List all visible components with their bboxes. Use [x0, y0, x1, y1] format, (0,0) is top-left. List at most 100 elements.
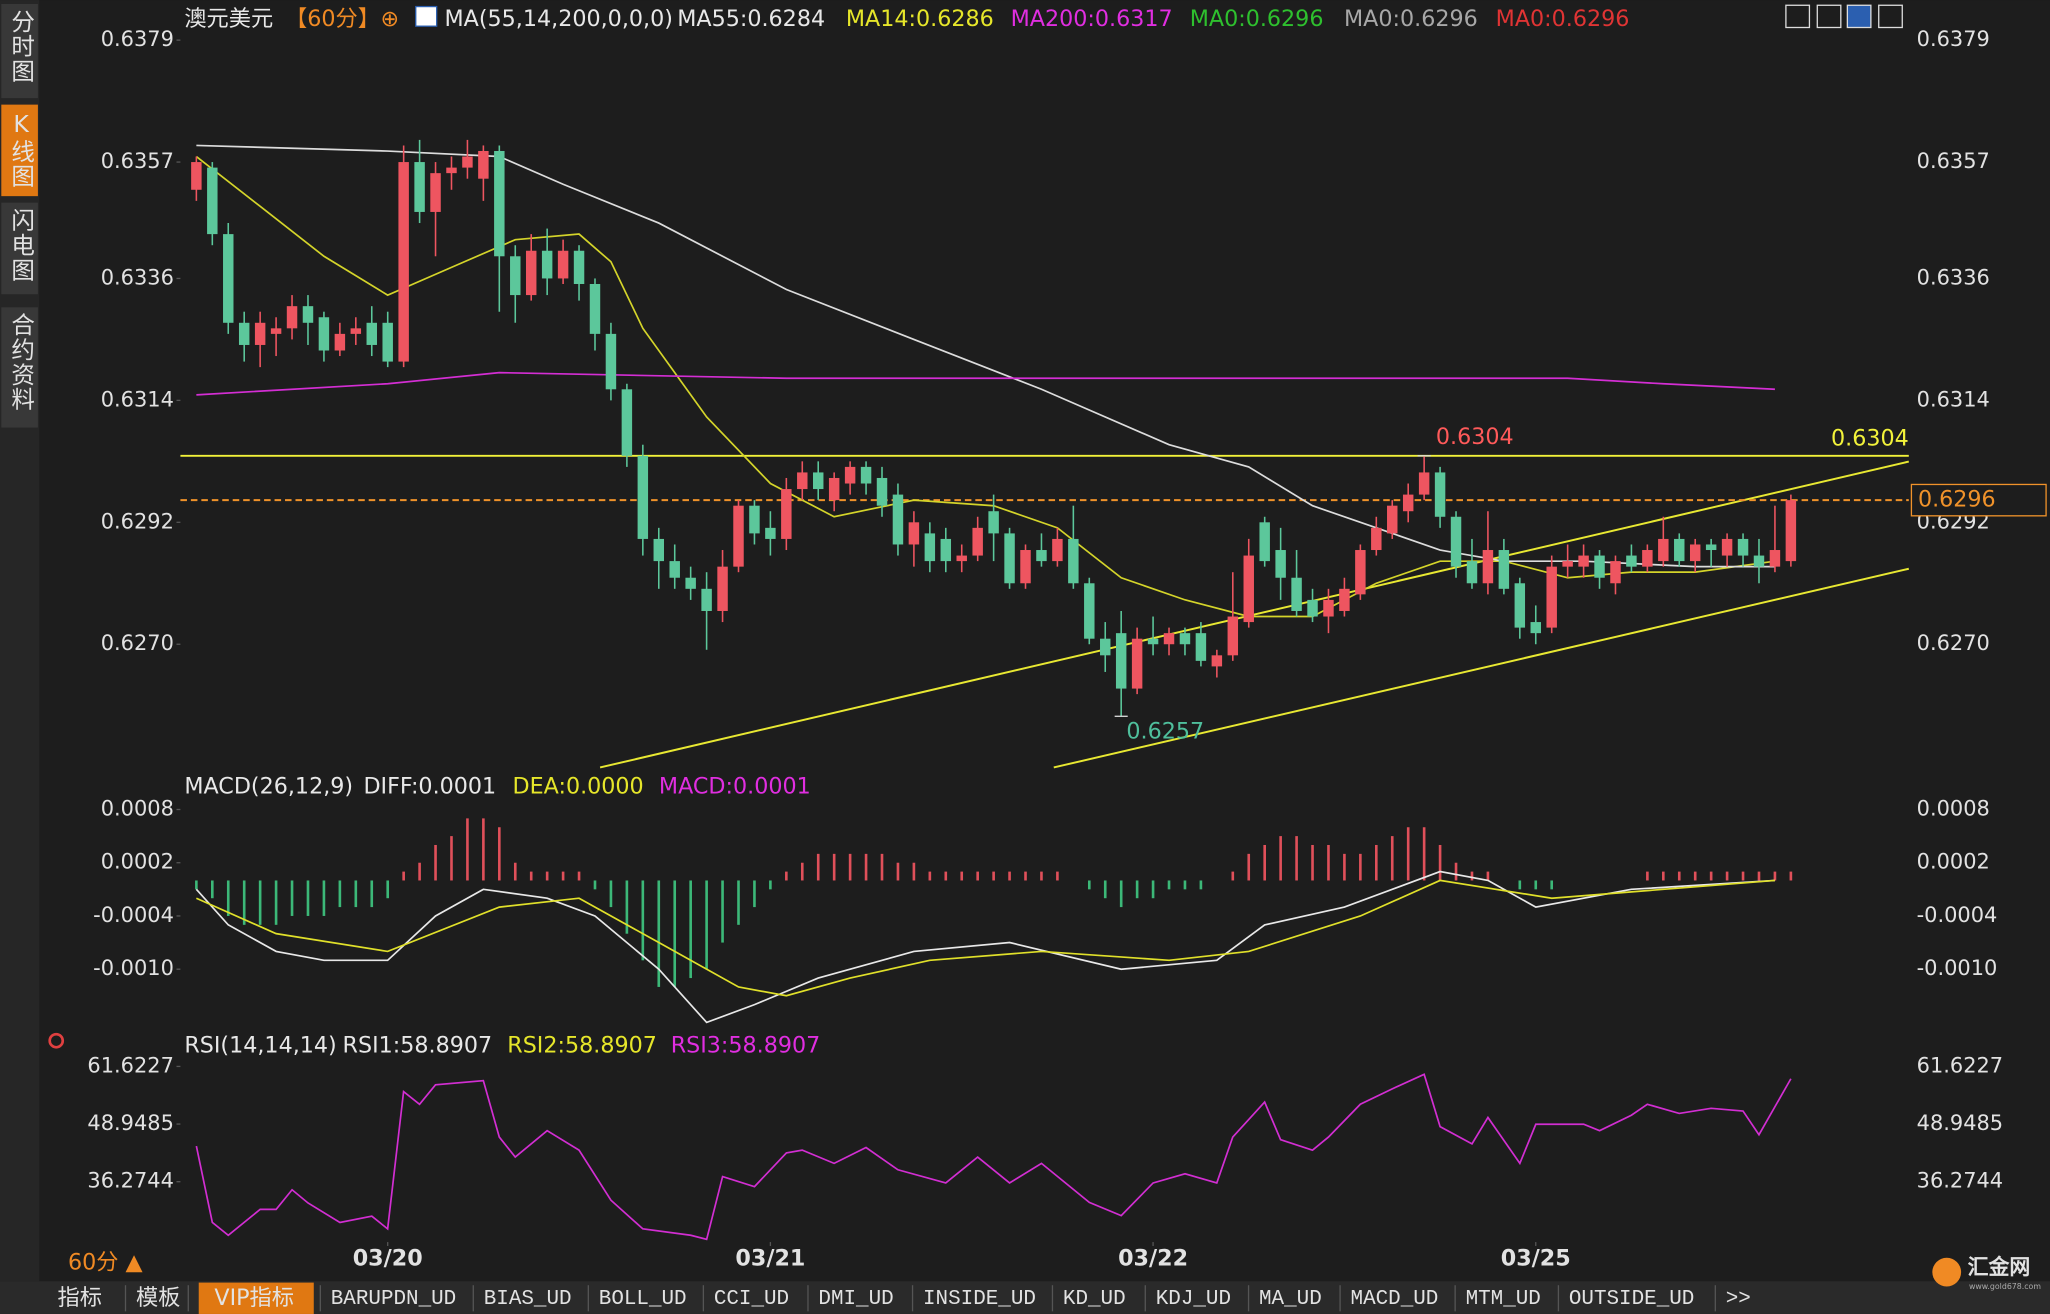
candle-body — [844, 466, 856, 484]
candle-body — [1466, 561, 1478, 584]
macd-bar — [800, 862, 804, 881]
candle-body — [525, 250, 537, 296]
sidebar-tab-label[interactable]: 合约资料 — [7, 312, 35, 412]
macd-bar — [1183, 880, 1187, 890]
macd-bar — [322, 880, 326, 916]
candle-body — [1115, 633, 1127, 689]
bottom-tab[interactable]: MACD_UD — [1351, 1288, 1439, 1311]
bottom-tab[interactable]: BOLL_UD — [599, 1288, 687, 1311]
macd-bar — [418, 862, 421, 881]
candle-body — [207, 167, 218, 235]
macd-bar — [258, 880, 262, 925]
indicator-icon — [48, 1032, 65, 1049]
candle-body — [398, 162, 409, 362]
bottom-tab[interactable]: MTM_UD — [1466, 1288, 1541, 1311]
y-tick-label-right: 0.6336 — [1917, 265, 1990, 289]
bottom-tab[interactable]: CCI_UD — [714, 1288, 789, 1311]
sidebar-tab[interactable] — [1, 104, 38, 197]
indicator-header: DIFF:0.0001 — [363, 774, 496, 800]
y-tick-label: 0.6336 — [101, 265, 174, 289]
macd-bar — [1008, 871, 1011, 881]
tool-icon[interactable] — [1785, 4, 1811, 29]
bottom-tab[interactable]: OUTSIDE_UD — [1569, 1288, 1694, 1311]
price-box — [1910, 483, 2047, 517]
macd-bar — [976, 871, 979, 881]
candle-body — [1068, 538, 1079, 584]
macd-bar — [545, 871, 549, 881]
macd-bar — [1422, 827, 1426, 881]
candle-body — [1084, 583, 1095, 639]
extreme-label: 0.6257 — [1126, 718, 1204, 744]
bottom-tab[interactable]: MA_UD — [1259, 1288, 1322, 1311]
macd-bar — [721, 880, 724, 943]
active-tab[interactable] — [198, 1282, 314, 1314]
candle-body — [430, 173, 441, 212]
sidebar-tab[interactable] — [1, 307, 38, 428]
y-tick-label: 0.6314 — [101, 387, 174, 411]
candle-body — [1674, 538, 1685, 562]
macd-bar — [1040, 871, 1043, 881]
y-tick-label-right: -0.0004 — [1917, 903, 1998, 927]
candle-body — [812, 472, 824, 490]
bottom-tab[interactable]: VIP指标 — [214, 1285, 294, 1311]
macd-bar — [354, 880, 358, 908]
level-label: 0.6304 — [1831, 425, 1909, 451]
macd-bar — [1119, 880, 1123, 908]
timeframe-label[interactable]: 60分 ▲ — [68, 1249, 144, 1275]
indicator-header: MA55:0.6284 — [677, 6, 825, 32]
candle-body — [940, 538, 952, 562]
y-tick-label-right: 48.9485 — [1917, 1111, 2003, 1135]
candle-body — [749, 505, 760, 534]
macd-bar — [992, 871, 995, 881]
sidebar-tab-label[interactable]: 闪电图 — [7, 208, 35, 283]
macd-bar — [848, 853, 852, 881]
bottom-tab[interactable]: >> — [1726, 1288, 1751, 1311]
candle-body — [270, 328, 282, 334]
sidebar-tab[interactable] — [1, 3, 38, 99]
candle-body — [1179, 633, 1191, 645]
candle-body — [1562, 561, 1573, 567]
sidebar-tab-label[interactable]: K线图 — [7, 110, 35, 189]
toolbar-icons[interactable] — [1785, 4, 1903, 29]
candle-body — [685, 577, 696, 589]
macd-bar — [689, 880, 692, 979]
indicator-header: MA(55,14,200,0,0,0) — [445, 6, 673, 32]
indicator-header: RSI(14,14,14) — [184, 1032, 336, 1058]
sidebar-tab[interactable] — [1, 202, 38, 295]
candle-body — [1498, 550, 1510, 589]
bottom-tab[interactable]: 模板 — [136, 1285, 180, 1311]
bottom-tab[interactable]: INSIDE_UD — [923, 1288, 1036, 1311]
macd-bar — [290, 880, 294, 916]
y-tick-label-right: 0.6270 — [1917, 631, 1990, 655]
candle-body — [1052, 538, 1063, 562]
bottom-tab[interactable]: KDJ_UD — [1156, 1288, 1231, 1311]
candle-body — [1100, 638, 1111, 656]
candle-body — [1753, 555, 1765, 567]
macd-bar — [1757, 871, 1761, 881]
candle-body — [1610, 561, 1621, 584]
indicator-header: ⊕ — [380, 6, 399, 32]
sidebar-tab-label[interactable]: 分时图 — [7, 9, 35, 84]
candle-body — [701, 588, 712, 611]
bottom-tab[interactable]: KD_UD — [1063, 1288, 1126, 1311]
macd-bar — [1773, 871, 1777, 881]
macd-bar — [1677, 871, 1681, 881]
bottom-tab[interactable]: 指标 — [58, 1285, 102, 1311]
tool-icon[interactable] — [1878, 4, 1903, 29]
tool-icon[interactable] — [1816, 4, 1842, 29]
candle-body — [462, 156, 473, 168]
indicator-header: RSI2:58.8907 — [507, 1032, 657, 1058]
candle-body — [1482, 550, 1494, 584]
tool-icon[interactable] — [1846, 4, 1872, 29]
candle-body — [1546, 566, 1557, 628]
candle-body — [1259, 522, 1270, 562]
candle-body — [1737, 538, 1749, 556]
bottom-tab[interactable]: BARUPDN_UD — [331, 1288, 456, 1311]
bottom-tab[interactable]: DMI_UD — [818, 1288, 893, 1311]
macd-bar — [1295, 836, 1298, 881]
indicator-header: MACD(26,12,9) — [184, 774, 353, 800]
macd-bar — [912, 862, 916, 881]
candle-body — [1450, 516, 1462, 567]
bottom-tab[interactable]: BIAS_UD — [484, 1288, 572, 1311]
indicator-header: 【60分】 — [285, 6, 380, 32]
